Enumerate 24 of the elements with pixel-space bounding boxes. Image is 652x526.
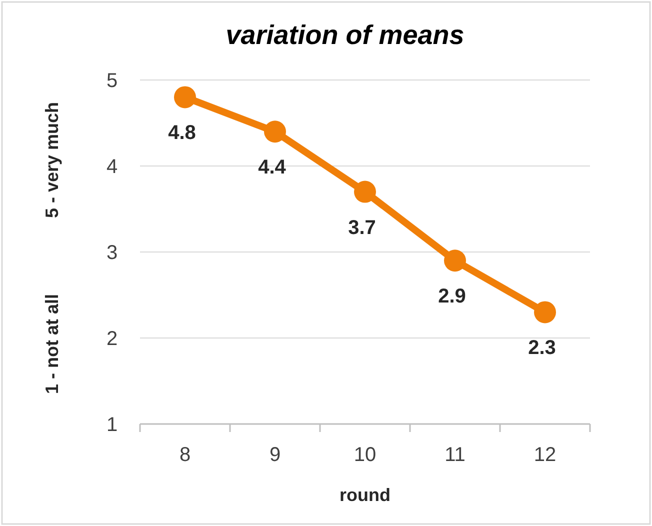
y-tick-label: 2 [106, 328, 118, 350]
y-axis-title: 5 - very much [42, 102, 62, 218]
point [264, 120, 286, 143]
data-label: 2.3 [528, 337, 556, 360]
y-tick-label: 3 [106, 242, 118, 264]
data-label: 2.9 [438, 286, 466, 308]
chart-title: variation of means [226, 20, 464, 50]
point [354, 180, 376, 203]
x-tick-label: 8 [179, 444, 191, 466]
y-tick-label: 1 [106, 414, 118, 436]
y-tick-label: 4 [106, 156, 118, 178]
point [534, 301, 556, 324]
point [444, 250, 466, 272]
x-tick-label: 9 [269, 444, 281, 466]
data-label: 4.4 [258, 156, 287, 179]
x-tick-label: 12 [534, 444, 556, 466]
x-tick-label: 11 [444, 444, 466, 466]
point [174, 86, 196, 108]
data-label: 3.7 [348, 216, 376, 239]
x-axis-title: round [340, 485, 390, 505]
data-label: 4.8 [168, 122, 196, 144]
y-tick-label: 5 [106, 70, 118, 92]
text: 1 - not at all [42, 294, 62, 394]
x-tick-label: 10 [354, 444, 376, 466]
